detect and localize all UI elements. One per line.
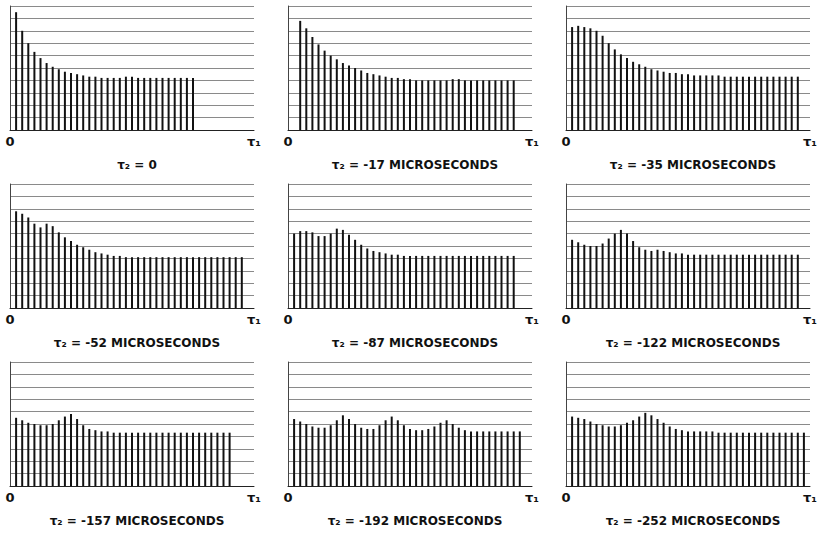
svg-text:τ₂ = -87 MICROSECONDS: τ₂ = -87 MICROSECONDS <box>332 336 498 350</box>
svg-text:0: 0 <box>561 490 570 505</box>
svg-text:τ₁: τ₁ <box>247 134 261 149</box>
svg-text:τ₂ = -157 MICROSECONDS: τ₂ = -157 MICROSECONDS <box>50 514 225 528</box>
svg-text:τ₂ = -17 MICROSECONDS: τ₂ = -17 MICROSECONDS <box>332 158 498 172</box>
svg-text:τ₂ = 0: τ₂ = 0 <box>117 158 157 172</box>
svg-text:τ₁: τ₁ <box>247 312 261 327</box>
svg-text:τ₂ = -192 MICROSECONDS: τ₂ = -192 MICROSECONDS <box>328 514 503 528</box>
svg-text:τ₁: τ₁ <box>803 490 817 505</box>
svg-text:0: 0 <box>5 490 14 505</box>
svg-text:τ₂ = -122 MICROSECONDS: τ₂ = -122 MICROSECONDS <box>606 336 781 350</box>
svg-text:τ₂ = -35 MICROSECONDS: τ₂ = -35 MICROSECONDS <box>610 158 776 172</box>
svg-text:τ₂ = -252 MICROSECONDS: τ₂ = -252 MICROSECONDS <box>606 514 781 528</box>
svg-text:τ₁: τ₁ <box>525 490 539 505</box>
svg-text:τ₂ = -52 MICROSECONDS: τ₂ = -52 MICROSECONDS <box>54 336 220 350</box>
svg-text:τ₁: τ₁ <box>247 490 261 505</box>
svg-text:0: 0 <box>561 312 570 327</box>
svg-text:0: 0 <box>5 134 14 149</box>
svg-text:τ₁: τ₁ <box>803 134 817 149</box>
svg-text:0: 0 <box>283 134 292 149</box>
svg-text:0: 0 <box>5 312 14 327</box>
svg-text:τ₁: τ₁ <box>525 134 539 149</box>
svg-text:0: 0 <box>283 490 292 505</box>
svg-text:τ₁: τ₁ <box>525 312 539 327</box>
svg-text:0: 0 <box>283 312 292 327</box>
svg-text:0: 0 <box>561 134 570 149</box>
svg-text:τ₁: τ₁ <box>803 312 817 327</box>
